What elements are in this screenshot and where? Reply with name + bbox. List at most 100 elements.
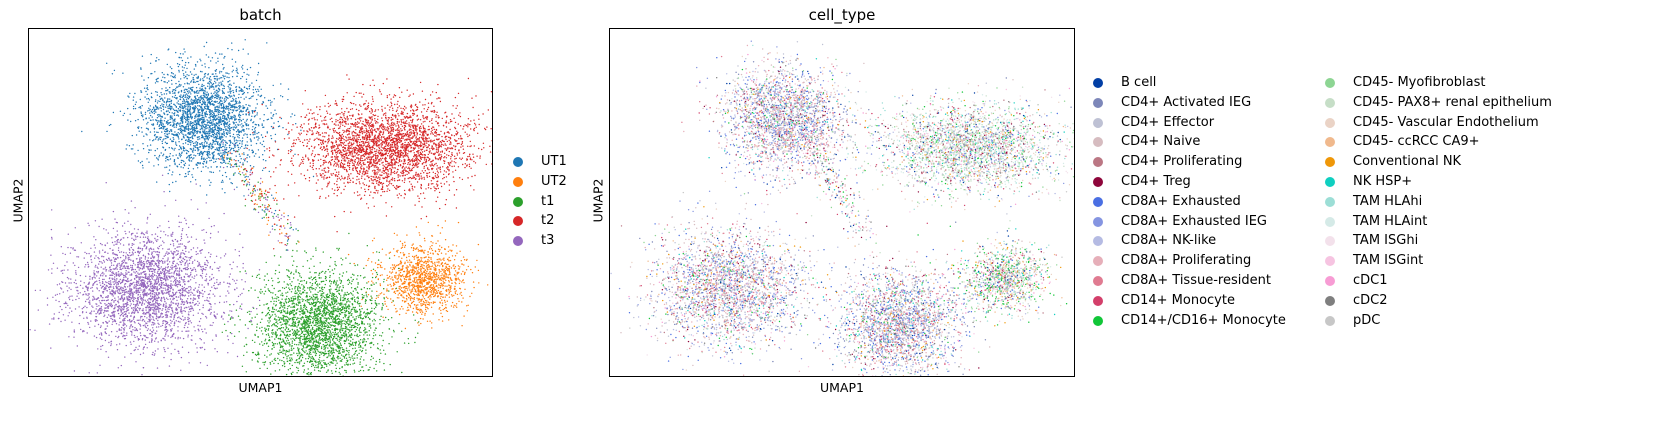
scatter-point <box>204 75 206 77</box>
scatter-point <box>204 88 207 90</box>
scatter-point <box>454 285 456 288</box>
scatter-point <box>243 86 246 88</box>
scatter-point <box>253 131 255 133</box>
scatter-point <box>198 123 201 126</box>
scatter-point <box>285 315 287 318</box>
scatter-point <box>367 316 370 319</box>
scatter-point <box>318 358 320 361</box>
scatter-point <box>175 86 178 88</box>
scatter-point <box>403 282 406 285</box>
scatter-point <box>291 340 294 342</box>
scatter-point <box>440 282 442 284</box>
scatter-point <box>185 119 187 121</box>
scatter-point <box>351 326 353 329</box>
scatter-point <box>454 288 456 290</box>
scatter-point <box>404 241 406 243</box>
scatter-point <box>218 78 220 80</box>
scatter-point <box>172 133 175 136</box>
scatter-point <box>239 305 242 307</box>
scatter-point <box>211 94 213 97</box>
scatter-point <box>180 131 182 133</box>
scatter-point <box>162 123 164 125</box>
scatter-point <box>171 96 174 98</box>
scatter-point <box>200 158 203 160</box>
scatter-point <box>239 147 241 149</box>
scatter-point <box>395 287 398 289</box>
scatter-point <box>185 76 187 78</box>
scatter-point <box>191 126 193 128</box>
scatter-point <box>405 276 407 278</box>
scatter-point <box>172 92 174 94</box>
scatter-point <box>175 143 177 145</box>
scatter-point <box>192 86 194 88</box>
scatter-point <box>380 292 383 294</box>
scatter-point <box>271 360 273 362</box>
scatter-point <box>238 93 240 96</box>
scatter-point <box>176 63 179 65</box>
scatter-point <box>262 159 265 161</box>
scatter-point <box>214 107 216 109</box>
scatter-point <box>236 69 238 71</box>
scatter-point <box>180 125 183 127</box>
scatter-point <box>200 117 202 120</box>
scatter-point <box>329 339 331 341</box>
scatter-point <box>255 153 257 155</box>
scatter-point <box>240 88 242 90</box>
scatter-point <box>171 90 174 93</box>
scatter-point <box>195 123 197 126</box>
scatter-point <box>257 139 259 141</box>
scatter-point <box>153 134 156 137</box>
scatter-point <box>438 260 440 263</box>
scatter-point <box>445 304 447 306</box>
scatter-point <box>260 94 263 97</box>
scatter-point <box>379 274 382 277</box>
scatter-point <box>280 95 282 97</box>
scatter-point <box>315 249 317 251</box>
scatter-point <box>195 97 197 100</box>
scatter-point <box>440 292 442 295</box>
scatter-point <box>407 271 410 273</box>
scatter-point <box>408 283 410 286</box>
scatter-point <box>215 86 217 88</box>
scatter-point <box>435 280 437 282</box>
scatter-point <box>169 91 171 93</box>
scatter-point <box>139 98 141 101</box>
scatter-point <box>171 72 173 74</box>
scatter-point <box>203 73 206 75</box>
scatter-point <box>229 178 231 180</box>
scatter-point <box>201 87 203 90</box>
scatter-point <box>229 166 232 168</box>
scatter-point <box>250 144 252 146</box>
scatter-point <box>183 115 186 118</box>
scatter-point <box>230 182 232 184</box>
scatter-point <box>242 90 244 92</box>
scatter-point <box>193 145 195 147</box>
scatter-point <box>430 284 432 286</box>
scatter-point <box>226 142 228 144</box>
scatter-point <box>165 104 168 106</box>
scatter-point <box>424 261 427 263</box>
scatter-point <box>111 73 114 75</box>
scatter-point <box>350 333 353 335</box>
scatter-point <box>260 330 263 332</box>
scatter-point <box>329 352 331 354</box>
scatter-point <box>184 106 186 109</box>
scatter-point <box>280 117 283 120</box>
scatter-point <box>207 167 209 169</box>
scatter-point <box>446 263 448 266</box>
scatter-point <box>255 124 258 126</box>
scatter-point <box>368 318 371 320</box>
scatter-point <box>206 142 208 145</box>
scatter-point <box>257 336 260 338</box>
scatter-point <box>260 95 262 98</box>
scatter-point <box>171 112 173 114</box>
scatter-point <box>230 84 232 86</box>
scatter-point <box>222 143 224 145</box>
scatter-point <box>376 370 378 372</box>
scatter-point <box>415 294 417 296</box>
scatter-point <box>180 130 183 133</box>
scatter-point <box>226 123 228 125</box>
scatter-point <box>238 115 240 117</box>
scatter-point <box>203 160 206 163</box>
scatter-point <box>426 261 428 263</box>
